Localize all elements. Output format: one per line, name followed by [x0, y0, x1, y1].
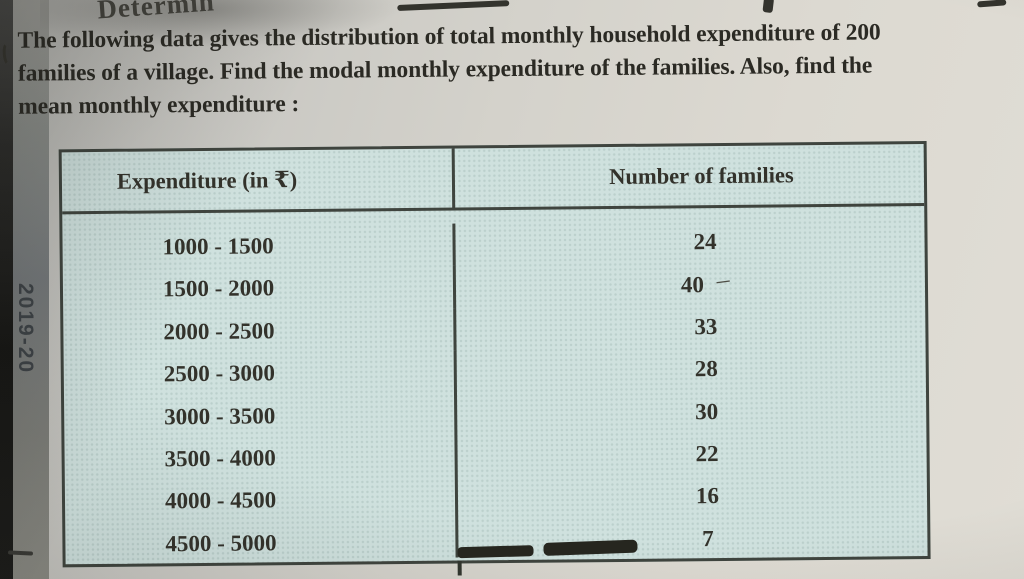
cut-text-mark: [762, 0, 775, 14]
expenditure-range: 4500 - 5000: [65, 520, 459, 562]
families-count: 22: [695, 440, 719, 467]
problem-line: The following data gives the distributio…: [17, 19, 881, 54]
col-header-expenditure: Expenditure (in ₹): [61, 148, 456, 213]
families-count-value: 40: [680, 272, 705, 298]
pencil-tick-mark: ‒: [714, 264, 732, 296]
expenditure-range: 1000 - 1500: [62, 223, 456, 270]
cut-text-mark: [397, 0, 510, 12]
col-header-number-of-families: Number of families: [609, 162, 794, 190]
table-divider-tail: [457, 560, 462, 576]
families-count: 40 ‒: [456, 261, 925, 309]
expenditure-range: 4000 - 4500: [64, 477, 459, 525]
problem-line: families of a village. Find the modal mo…: [17, 52, 873, 87]
families-count: 33: [694, 313, 718, 340]
book-spine-edge: [0, 0, 13, 579]
expenditure-range: 2000 - 2500: [63, 308, 457, 355]
families-count: 24: [693, 229, 717, 255]
expenditure-range: 2500 - 3000: [63, 350, 457, 397]
problem-statement: The following data gives the distributio…: [17, 15, 1010, 124]
problem-line: mean monthly expenditure :: [18, 91, 300, 120]
expenditure-range: 3500 - 4000: [64, 435, 458, 482]
ink-smudge: [457, 545, 534, 559]
expenditure-range: 1500 - 2000: [62, 265, 457, 313]
families-count: 30: [695, 398, 719, 424]
table-body: 1000 - 1500 24 1500 - 2000 40 ‒ 2000 - 25…: [62, 206, 927, 562]
families-count: 16: [695, 483, 720, 509]
question-number-bracket: [1, 41, 15, 67]
cut-off-previous-line: Determin: [96, 0, 216, 25]
families-count: 28: [694, 356, 718, 382]
expenditure-range: 3000 - 3500: [64, 393, 458, 440]
page-gutter-margin: [13, 0, 49, 579]
cut-text-mark: [977, 0, 1007, 8]
table-header-row: Expenditure (in ₹) Number of families: [61, 144, 925, 215]
page-top-shadow: [40, 0, 400, 48]
expenditure-table: Expenditure (in ₹) Number of families 10…: [58, 141, 931, 568]
